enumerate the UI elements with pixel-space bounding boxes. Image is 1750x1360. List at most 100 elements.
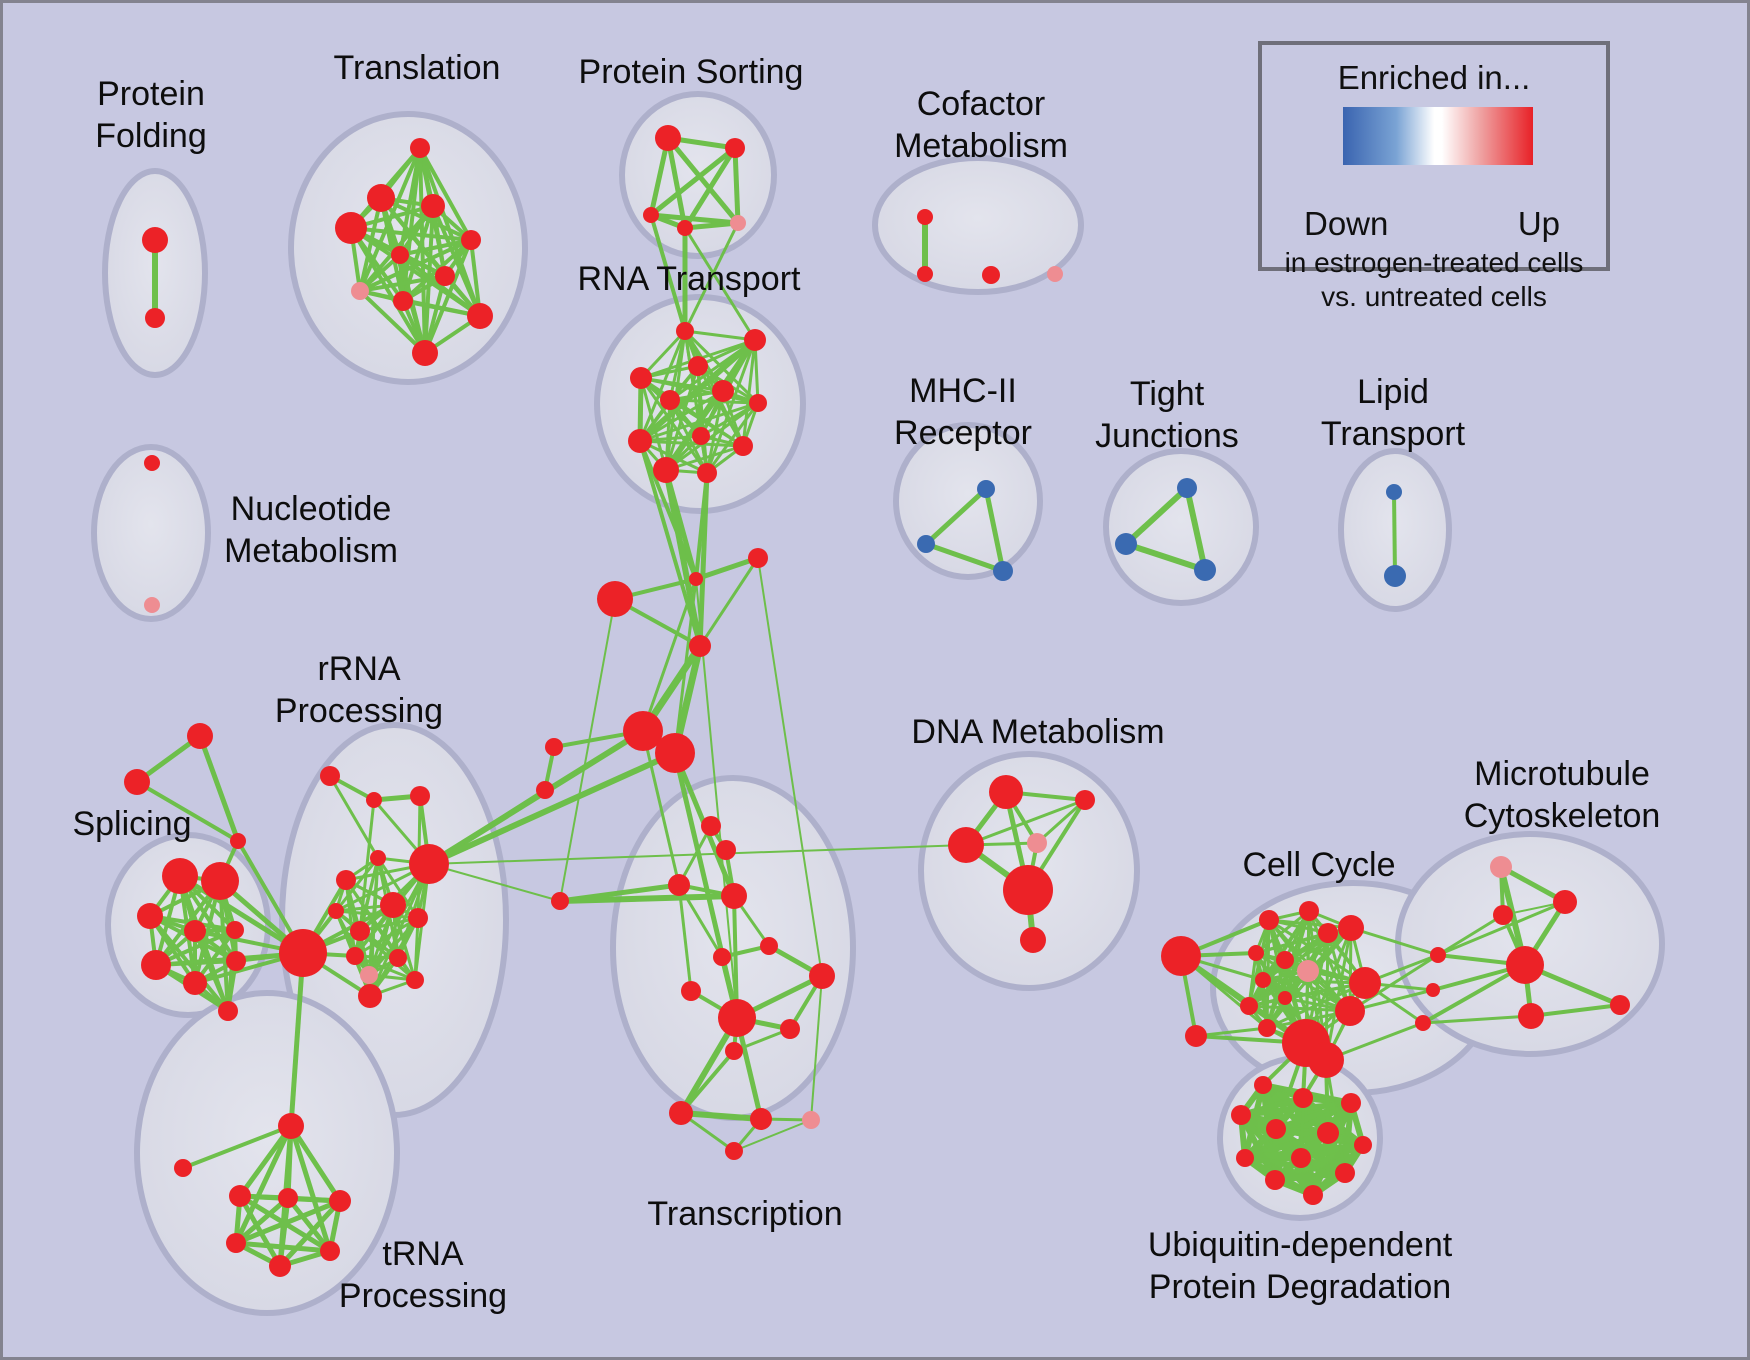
gene-set-node-100: [1318, 923, 1338, 943]
edge: [1123, 485, 1190, 547]
edge: [278, 1199, 342, 1268]
edge: [677, 884, 724, 958]
edge: [732, 147, 741, 224]
gene-set-node-41: [336, 870, 356, 890]
gene-set-node-62: [183, 971, 207, 995]
edge: [376, 857, 420, 919]
label-layer: Protein Folding Translation Protein Sorting…: [72, 49, 1660, 1315]
cluster-label-cofactor-metabolism: Cofactor: [917, 85, 1046, 123]
gene-set-node-59: [184, 920, 206, 942]
gene-set-node-135: [917, 266, 933, 282]
gene-set-node-70: [329, 1190, 351, 1212]
edge: [1324, 1059, 1347, 1174]
gene-set-node-82: [681, 981, 701, 1001]
gene-set-node-113: [1430, 947, 1446, 963]
edge: [705, 390, 725, 474]
gene-set-node-79: [713, 948, 731, 966]
edge: [1274, 1170, 1346, 1183]
gene-set-node-31: [748, 548, 768, 568]
gene-set-node-122: [1254, 1076, 1272, 1094]
edge: [1248, 981, 1366, 1008]
gene-set-node-110: [1335, 996, 1365, 1026]
edge: [1392, 491, 1397, 577]
node-layer: [124, 125, 1630, 1277]
gene-set-node-6: [461, 230, 481, 250]
gene-set-node-66: [278, 1113, 304, 1139]
gene-set-node-131: [1335, 1163, 1355, 1183]
gene-set-node-108: [1258, 1019, 1276, 1037]
gene-set-node-14: [725, 138, 745, 158]
edge: [402, 299, 481, 318]
edge: [288, 1124, 343, 1203]
edge: [428, 844, 967, 865]
gene-set-node-50: [389, 949, 407, 967]
gene-set-node-89: [725, 1142, 743, 1160]
edge: [1248, 969, 1309, 1008]
network-svg: Protein Folding Translation Protein Sorting…: [72, 49, 1665, 1316]
edge: [665, 444, 744, 472]
legend-up-label: Up: [1517, 205, 1560, 242]
edge: [1349, 953, 1439, 1013]
gene-set-node-55: [230, 833, 246, 849]
edge: [663, 469, 703, 647]
edge: [234, 1196, 290, 1245]
gene-set-node-68: [229, 1185, 251, 1207]
gene-set-node-1: [145, 308, 165, 328]
gene-set-node-85: [725, 1042, 743, 1060]
gene-set-node-21: [630, 367, 652, 389]
edge: [182, 1124, 292, 1170]
cluster-label-cell-cycle: Cell Cycle: [1242, 846, 1395, 884]
gene-set-node-49: [346, 947, 364, 965]
gene-set-node-32: [597, 581, 633, 617]
gene-set-node-125: [1231, 1105, 1251, 1125]
gene-set-node-15: [643, 207, 659, 223]
edge: [399, 238, 472, 257]
gene-set-node-107: [1240, 997, 1258, 1015]
gene-set-node-36: [545, 738, 563, 756]
gene-set-node-28: [653, 457, 679, 483]
edge: [350, 226, 472, 242]
cluster-label-trna-processing: Processing: [339, 1277, 507, 1315]
gene-set-node-67: [174, 1159, 192, 1177]
edge: [1248, 1004, 1351, 1013]
cluster-tight-junctions: [1103, 448, 1259, 606]
gene-set-node-40: [410, 786, 430, 806]
edge: [698, 557, 760, 647]
gene-set-node-25: [692, 427, 710, 445]
gene-set-node-129: [1236, 1149, 1254, 1167]
edge: [925, 541, 1004, 574]
gene-set-node-33: [689, 635, 711, 657]
cluster-trna-processing: [134, 990, 400, 1316]
edge: [288, 952, 306, 1127]
gene-set-node-103: [1276, 951, 1294, 969]
gene-set-node-95: [1020, 927, 1046, 953]
edge: [423, 239, 473, 354]
cluster-label-splicing: Splicing: [72, 805, 191, 843]
edge: [334, 857, 380, 912]
cluster-label-rna-transport: RNA Transport: [578, 260, 802, 298]
gene-set-node-101: [1338, 915, 1364, 941]
gene-set-node-102: [1248, 945, 1264, 961]
gene-set-node-2: [410, 138, 430, 158]
edge: [286, 1196, 332, 1253]
gene-set-node-39: [366, 792, 382, 808]
gene-set-node-116: [1490, 856, 1512, 878]
edge: [288, 1125, 333, 1252]
edge: [233, 1124, 294, 1245]
gene-set-node-120: [1518, 1003, 1544, 1029]
edge: [965, 798, 1086, 847]
gene-set-node-16: [677, 220, 693, 236]
gene-set-node-24: [749, 394, 767, 412]
gene-set-node-22: [712, 380, 734, 402]
cluster-label-cofactor-metabolism: Metabolism: [894, 127, 1068, 165]
edge: [733, 1119, 812, 1152]
gene-set-node-80: [760, 937, 778, 955]
cluster-label-tight-junctions: Tight: [1130, 375, 1205, 413]
gene-set-node-104: [1297, 960, 1319, 982]
edge: [648, 137, 671, 216]
gene-set-node-11: [467, 303, 493, 329]
cluster-label-mhc-ii-receptor: Receptor: [894, 414, 1032, 452]
gene-set-node-94: [1003, 865, 1053, 915]
gene-set-node-143: [1177, 478, 1197, 498]
